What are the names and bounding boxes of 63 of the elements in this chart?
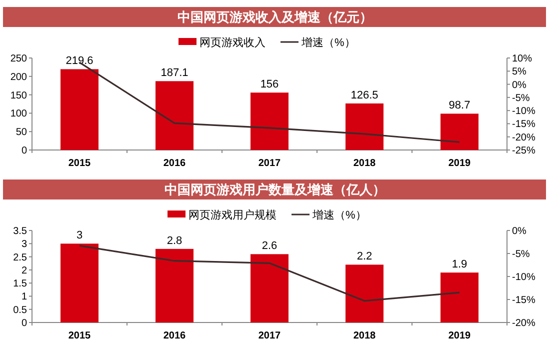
- y2-tick-label: -10%: [512, 106, 536, 118]
- y-tick-label: 150: [10, 90, 28, 102]
- y-tick-label: 200: [10, 72, 28, 83]
- bar: [250, 254, 288, 322]
- bar: [60, 244, 98, 322]
- legend-label: 增速（%）: [312, 208, 366, 222]
- legend-label: 网页游戏用户规模: [188, 208, 276, 222]
- y-tick-label: 0: [21, 146, 28, 156]
- legend-label: 网页游戏收入: [200, 36, 266, 49]
- y2-tick-label: -20%: [512, 132, 536, 144]
- data-label: 3: [76, 230, 83, 242]
- data-label: 156: [260, 78, 279, 91]
- x-tick-label: 2019: [448, 158, 472, 169]
- y2-tick-label: 5%: [512, 66, 527, 78]
- y2-tick-label: -5%: [512, 249, 530, 260]
- y-tick-label: 3: [21, 239, 28, 250]
- y-tick-label: 0.5: [13, 304, 28, 316]
- y2-tick-label: -15%: [512, 119, 536, 130]
- y2-tick-label: 0%: [512, 80, 527, 91]
- data-label: 187.1: [160, 67, 188, 80]
- y2-tick-label: -25%: [512, 146, 536, 156]
- bar: [60, 69, 98, 150]
- bar: [156, 81, 194, 150]
- y2-tick-label: -15%: [512, 295, 536, 306]
- y2-tick-label: -10%: [512, 272, 536, 283]
- bar: [346, 103, 384, 150]
- x-tick-label: 2018: [353, 330, 376, 342]
- y2-tick-label: 0%: [512, 226, 527, 237]
- x-tick-label: 2016: [163, 158, 186, 169]
- y-tick-label: 0: [21, 318, 28, 329]
- y-tick-label: 2.5: [13, 252, 28, 264]
- data-label: 2.8: [166, 234, 182, 247]
- chart-title: 中国网页游戏收入及增速（亿元）: [178, 10, 372, 24]
- data-label: 2.2: [356, 250, 372, 263]
- x-tick-label: 2018: [353, 158, 376, 169]
- y-tick-label: 1.5: [13, 278, 28, 290]
- x-tick-label: 2015: [68, 158, 92, 169]
- x-tick-label: 2016: [163, 330, 186, 342]
- x-tick-label: 2017: [258, 330, 282, 342]
- x-tick-label: 2019: [448, 330, 472, 342]
- data-label: 2.6: [262, 240, 278, 252]
- y2-tick-label: 10%: [512, 54, 532, 64]
- legend-label: 增速（%）: [300, 36, 356, 49]
- data-label: 1.9: [452, 258, 468, 271]
- data-label: 219.6: [66, 55, 94, 68]
- y-tick-label: 100: [10, 108, 28, 120]
- bar: [156, 248, 194, 322]
- x-tick-label: 2015: [68, 330, 92, 342]
- bar: [250, 92, 288, 150]
- data-label: 126.5: [350, 89, 378, 102]
- y-tick-label: 3.5: [13, 226, 28, 237]
- bar: [346, 264, 384, 322]
- bar: [440, 272, 478, 322]
- y-tick-label: 2: [21, 265, 28, 276]
- y-tick-label: 50: [16, 127, 28, 138]
- y2-tick-label: -20%: [512, 318, 536, 329]
- data-label: 98.7: [448, 100, 470, 112]
- y-tick-label: 1: [21, 292, 28, 303]
- x-tick-label: 2017: [258, 158, 282, 169]
- y-tick-label: 250: [10, 54, 28, 64]
- bar: [440, 114, 478, 150]
- y2-tick-label: -5%: [512, 92, 530, 104]
- chart-title: 中国网页游戏用户数量及增速（亿人）: [164, 182, 386, 197]
